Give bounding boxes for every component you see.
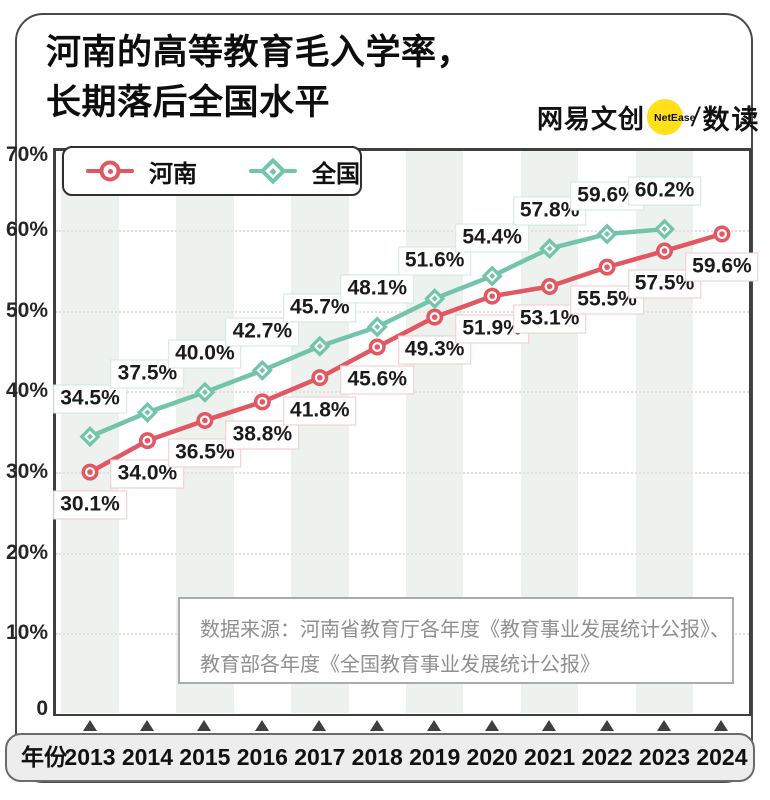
y-tick-label: 70% — [5, 143, 48, 167]
x-axis-year-strip: 年份 2013 2014 2015 2016 2017 2018 2019 2020 2021 2… — [5, 733, 755, 782]
x-year-label: 2023 — [638, 744, 691, 770]
x-year-label: 2021 — [524, 744, 576, 770]
y-tick-label: 50% — [5, 298, 48, 322]
gridline — [56, 310, 749, 313]
x-axis-title: 年份 — [21, 744, 67, 770]
x-tick-triangle-icon — [714, 720, 729, 731]
y-tick-label: 0 — [36, 697, 48, 720]
legend-label-national: 全国 — [312, 160, 360, 188]
plot-frame-top — [55, 148, 751, 151]
x-year-label: 2015 — [179, 744, 231, 770]
netease-badge-icon: NetEase — [647, 99, 695, 135]
data-label-national-2018: 48.1% — [340, 274, 415, 304]
legend-item-henan: 河南 — [86, 154, 197, 189]
netease-wordmark: 网易文创 — [537, 103, 646, 134]
x-year-label: 2019 — [409, 744, 461, 770]
x-year-label: 2022 — [581, 744, 633, 770]
chart-legend: 河南 全国 — [62, 146, 362, 196]
data-label-national-2020: 54.4% — [455, 223, 529, 253]
x-tick-triangle-icon — [312, 720, 327, 731]
y-axis-line — [53, 148, 56, 716]
x-tick-triangle-icon — [139, 720, 154, 731]
national-line-diamond-marker-icon — [249, 157, 297, 185]
x-tick-triangle-icon — [254, 720, 269, 731]
data-source-note: 数据来源：河南省教育厅各年度《教育事业发展统计公报》、 教育部各年度《全国教育事… — [178, 597, 734, 684]
x-tick-triangle-icon — [427, 720, 442, 731]
x-tick-triangle-icon — [599, 720, 614, 731]
y-tick-label: 20% — [5, 540, 48, 564]
y-tick-label: 60% — [5, 217, 48, 241]
netease-badge-label: NetEase — [654, 112, 696, 124]
title-line-1: 河南的高等教育毛入学率， — [46, 33, 473, 72]
x-tick-triangle-icon — [369, 720, 384, 731]
brand-logo: 网易文创 NetEase / 数读 — [537, 97, 761, 137]
x-year-label: 2016 — [236, 744, 288, 770]
data-label-henan-2017: 41.8% — [283, 396, 357, 426]
background-stripe — [61, 151, 119, 713]
x-year-label: 2024 — [696, 744, 748, 770]
source-line-2: 教育部各年度《全国教育事业发展统计公报》 — [200, 654, 600, 676]
x-tick-triangle-icon — [82, 720, 97, 731]
brand-product-shudu: 数读 — [702, 104, 761, 135]
title-line-2: 长期落后全国水平 — [46, 83, 331, 122]
x-tick-triangle-icon — [542, 720, 557, 731]
data-label-henan-2018: 45.6% — [340, 365, 415, 395]
data-label-henan-2013: 30.1% — [53, 490, 127, 520]
legend-label-henan: 河南 — [149, 160, 197, 188]
source-line-1: 数据来源：河南省教育厅各年度《教育事业发展统计公报》、 — [200, 619, 730, 641]
x-year-label: 2018 — [351, 744, 403, 770]
plot-frame-right — [749, 148, 752, 716]
gridline — [56, 552, 749, 555]
data-label-henan-2024: 59.6% — [685, 252, 759, 282]
x-tick-triangle-icon — [657, 720, 671, 731]
y-tick-label: 40% — [5, 379, 48, 403]
x-year-label: 2020 — [466, 744, 518, 770]
x-year-label: 2013 — [64, 744, 116, 770]
gridline — [56, 229, 749, 232]
card-border — [15, 13, 753, 783]
page-title: 河南的高等教育毛入学率， 长期落后全国水平 — [46, 28, 472, 128]
x-tick-triangle-icon — [197, 720, 212, 731]
x-tick-triangle-icon — [484, 720, 499, 731]
legend-item-national: 全国 — [249, 154, 360, 189]
x-year-label: 2017 — [294, 744, 346, 770]
henan-line-circle-marker-icon — [86, 160, 134, 182]
x-year-label: 2014 — [121, 744, 174, 770]
y-tick-label: 30% — [5, 459, 48, 483]
y-tick-label: 10% — [5, 621, 48, 645]
yellow-circle-icon — [647, 99, 684, 135]
x-axis-line — [53, 713, 752, 716]
data-label-national-2023: 60.2% — [627, 176, 702, 206]
